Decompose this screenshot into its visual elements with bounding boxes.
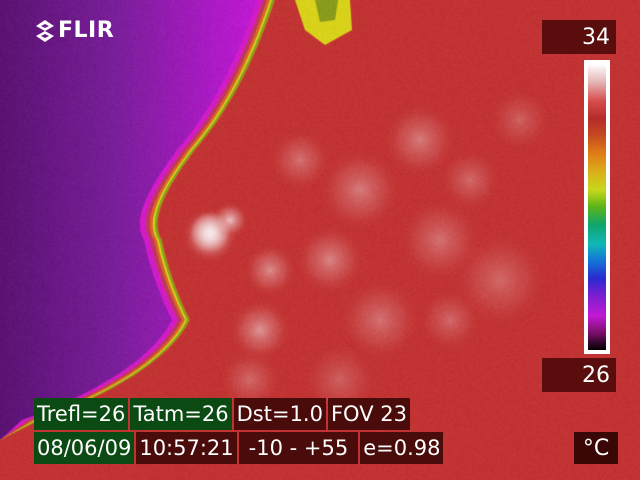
emissivity: e=0.98 (360, 432, 443, 464)
brand-name: FLIR (58, 18, 114, 43)
parameter-row: Trefl=26 Tatm=26 Dst=1.0 FOV 23 (34, 398, 410, 430)
temperature-unit: °C (574, 432, 618, 464)
temperature-range: -10 - +55 (239, 432, 359, 464)
temperature-colorbar (584, 60, 610, 354)
distance: Dst=1.0 (234, 398, 326, 430)
status-row: 08/06/09 10:57:21 -10 - +55 e=0.98 (34, 432, 443, 464)
flir-logo-icon (36, 20, 54, 42)
reflected-temp: Trefl=26 (34, 398, 128, 430)
field-of-view: FOV 23 (328, 398, 410, 430)
capture-time: 10:57:21 (136, 432, 236, 464)
colorbar-gradient (588, 64, 606, 350)
flir-logo: FLIR (36, 18, 114, 43)
capture-date: 08/06/09 (34, 432, 134, 464)
atmospheric-temp: Tatm=26 (130, 398, 231, 430)
scale-max-label: 34 (542, 20, 616, 54)
scale-min-label: 26 (542, 358, 616, 392)
